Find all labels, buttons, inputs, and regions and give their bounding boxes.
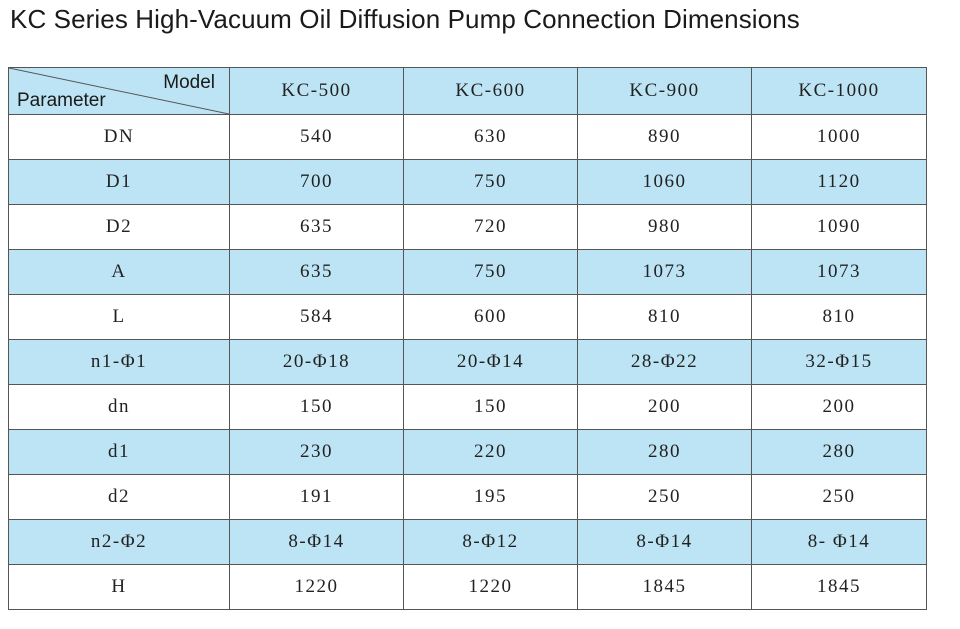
- value-cell: 1220: [403, 564, 578, 610]
- value-cell: 1000: [751, 114, 927, 160]
- value-cell: 700: [229, 159, 404, 205]
- value-cell: 1845: [577, 564, 752, 610]
- value-cell: 8- Φ14: [751, 519, 927, 565]
- value-cell: 8-Φ14: [229, 519, 404, 565]
- parameter-cell: H: [8, 564, 230, 610]
- value-cell: 220: [403, 429, 578, 475]
- value-cell: 280: [577, 429, 752, 475]
- dimensions-table: Model Parameter KC-500 KC-600 KC-900 KC-…: [8, 67, 927, 610]
- value-cell: 1120: [751, 159, 927, 205]
- table-row: A 635 750 1073 1073: [8, 249, 927, 295]
- value-cell: 635: [229, 249, 404, 295]
- value-cell: 20-Φ18: [229, 339, 404, 385]
- parameter-cell: L: [8, 294, 230, 340]
- value-cell: 630: [403, 114, 578, 160]
- value-cell: 280: [751, 429, 927, 475]
- value-cell: 1073: [751, 249, 927, 295]
- value-cell: 195: [403, 474, 578, 520]
- model-header-kc-600: KC-600: [403, 67, 578, 115]
- table-row: d2 191 195 250 250: [8, 474, 927, 520]
- value-cell: 230: [229, 429, 404, 475]
- value-cell: 8-Φ12: [403, 519, 578, 565]
- table-row: D2 635 720 980 1090: [8, 204, 927, 250]
- value-cell: 635: [229, 204, 404, 250]
- value-cell: 750: [403, 249, 578, 295]
- value-cell: 250: [751, 474, 927, 520]
- value-cell: 750: [403, 159, 578, 205]
- parameter-cell: d2: [8, 474, 230, 520]
- parameter-cell: n1-Φ1: [8, 339, 230, 385]
- corner-parameter-label: Parameter: [17, 90, 106, 111]
- diagonal-divider: [9, 68, 229, 114]
- parameter-cell: D1: [8, 159, 230, 205]
- value-cell: 32-Φ15: [751, 339, 927, 385]
- table-row: n2-Φ2 8-Φ14 8-Φ12 8-Φ14 8- Φ14: [8, 519, 927, 565]
- value-cell: 810: [577, 294, 752, 340]
- table-row: dn 150 150 200 200: [8, 384, 927, 430]
- value-cell: 600: [403, 294, 578, 340]
- table-row: DN 540 630 890 1000: [8, 114, 927, 160]
- value-cell: 1073: [577, 249, 752, 295]
- value-cell: 980: [577, 204, 752, 250]
- value-cell: 890: [577, 114, 752, 160]
- model-header-kc-1000: KC-1000: [751, 67, 927, 115]
- value-cell: 200: [751, 384, 927, 430]
- value-cell: 1060: [577, 159, 752, 205]
- parameter-cell: d1: [8, 429, 230, 475]
- parameter-cell: dn: [8, 384, 230, 430]
- value-cell: 200: [577, 384, 752, 430]
- parameter-cell: D2: [8, 204, 230, 250]
- value-cell: 1220: [229, 564, 404, 610]
- table-header-row: Model Parameter KC-500 KC-600 KC-900 KC-…: [8, 67, 927, 115]
- table-row: n1-Φ1 20-Φ18 20-Φ14 28-Φ22 32-Φ15: [8, 339, 927, 385]
- parameter-cell: DN: [8, 114, 230, 160]
- value-cell: 8-Φ14: [577, 519, 752, 565]
- table-row: d1 230 220 280 280: [8, 429, 927, 475]
- value-cell: 20-Φ14: [403, 339, 578, 385]
- corner-model-label: Model: [163, 72, 215, 93]
- value-cell: 720: [403, 204, 578, 250]
- value-cell: 1845: [751, 564, 927, 610]
- parameter-cell: A: [8, 249, 230, 295]
- value-cell: 250: [577, 474, 752, 520]
- value-cell: 540: [229, 114, 404, 160]
- page-title: KC Series High-Vacuum Oil Diffusion Pump…: [10, 4, 800, 34]
- table-row: L 584 600 810 810: [8, 294, 927, 340]
- table-row: H 1220 1220 1845 1845: [8, 564, 927, 610]
- value-cell: 1090: [751, 204, 927, 250]
- model-header-kc-900: KC-900: [577, 67, 752, 115]
- value-cell: 150: [403, 384, 578, 430]
- value-cell: 810: [751, 294, 927, 340]
- value-cell: 150: [229, 384, 404, 430]
- value-cell: 191: [229, 474, 404, 520]
- table-row: D1 700 750 1060 1120: [8, 159, 927, 205]
- parameter-cell: n2-Φ2: [8, 519, 230, 565]
- corner-header-cell: Model Parameter: [8, 67, 230, 115]
- value-cell: 584: [229, 294, 404, 340]
- model-header-kc-500: KC-500: [229, 67, 404, 115]
- value-cell: 28-Φ22: [577, 339, 752, 385]
